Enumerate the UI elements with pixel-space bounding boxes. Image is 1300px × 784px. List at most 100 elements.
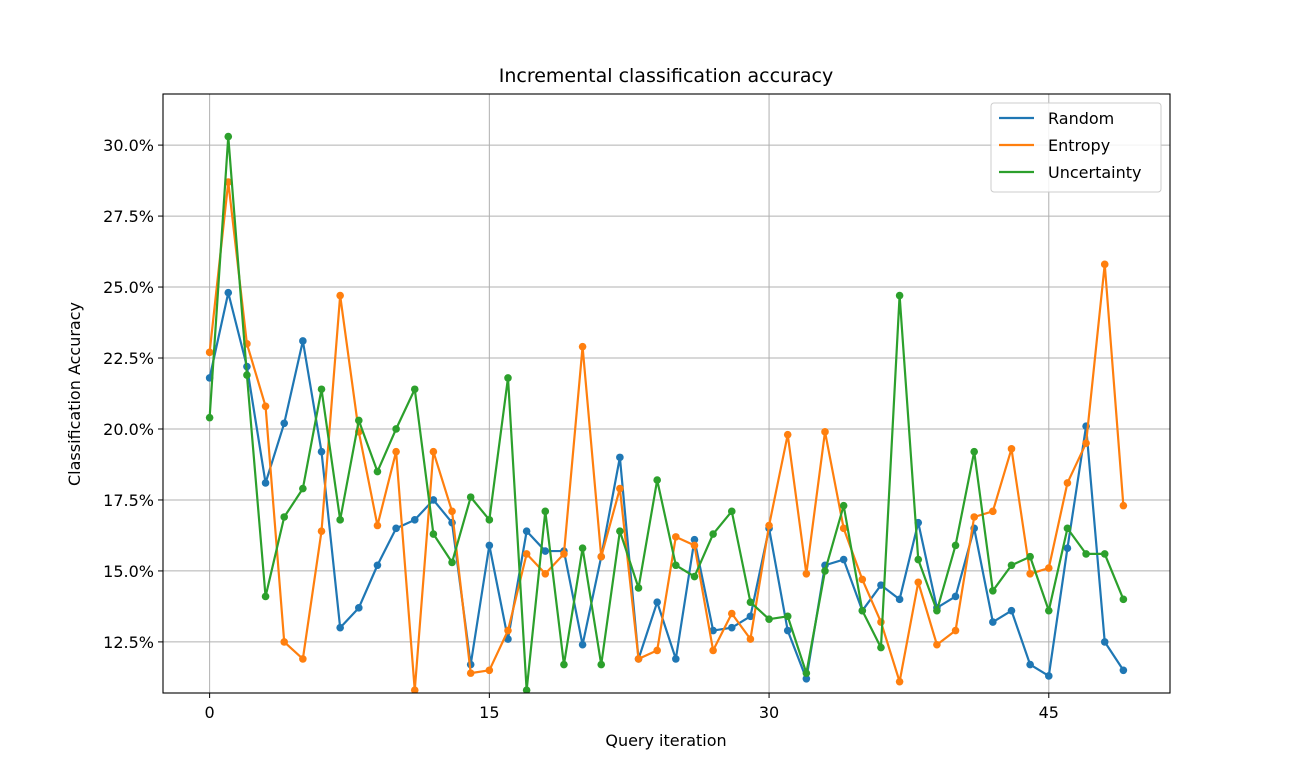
data-point-random-1 [224, 288, 233, 297]
data-point-random-3 [261, 479, 270, 487]
data-point-uncertainty-32 [802, 669, 811, 677]
data-point-uncertainty-18 [541, 507, 550, 516]
data-point-random-20 [578, 640, 587, 649]
data-point-uncertainty-7 [336, 516, 344, 524]
y-tick-label-5: 25.0% [103, 278, 154, 297]
data-point-entropy-40 [951, 626, 960, 635]
data-point-uncertainty-14 [466, 493, 475, 501]
data-point-uncertainty-13 [448, 558, 456, 567]
data-point-random-37 [895, 595, 904, 604]
data-point-uncertainty-15 [485, 516, 494, 524]
data-point-entropy-38 [914, 578, 923, 587]
data-point-entropy-44 [1026, 569, 1034, 578]
data-point-random-7 [336, 623, 344, 632]
data-point-random-15 [485, 541, 494, 550]
data-point-entropy-6 [317, 527, 326, 535]
chart-title: Incremental classification accuracy [499, 65, 834, 87]
data-point-entropy-32 [802, 569, 811, 578]
x-axis-label: Query iteration [605, 731, 726, 750]
data-point-entropy-15 [485, 666, 494, 675]
x-tick-label-3: 45 [1039, 703, 1059, 722]
data-point-entropy-11 [410, 686, 419, 693]
data-point-entropy-23 [634, 655, 643, 663]
data-point-entropy-21 [597, 552, 606, 561]
y-tick-label-4: 22.5% [103, 349, 154, 368]
data-point-entropy-27 [709, 646, 717, 655]
data-point-uncertainty-4 [280, 513, 289, 521]
data-point-entropy-45 [1044, 564, 1053, 572]
data-point-entropy-14 [466, 669, 475, 677]
data-point-uncertainty-43 [1007, 561, 1016, 570]
data-point-uncertainty-44 [1026, 552, 1034, 561]
data-point-uncertainty-20 [578, 544, 587, 553]
data-point-random-36 [877, 581, 885, 589]
data-point-uncertainty-10 [392, 425, 400, 433]
y-tick-label-2: 17.5% [103, 491, 154, 510]
data-point-entropy-34 [839, 524, 848, 533]
data-point-random-6 [317, 447, 326, 456]
data-point-random-24 [653, 598, 661, 606]
data-point-uncertainty-1 [224, 132, 233, 141]
data-point-uncertainty-19 [560, 660, 568, 669]
data-point-entropy-31 [783, 430, 792, 439]
grid [163, 94, 1170, 693]
data-point-uncertainty-49 [1119, 595, 1128, 604]
legend-label-uncertainty: Uncertainty [1048, 163, 1141, 182]
data-point-uncertainty-42 [989, 587, 997, 595]
data-point-random-8 [355, 604, 363, 612]
data-point-entropy-10 [392, 447, 400, 456]
data-point-random-40 [951, 592, 960, 601]
data-point-entropy-3 [261, 402, 270, 411]
data-point-random-22 [616, 453, 624, 462]
data-point-random-45 [1044, 672, 1053, 680]
data-point-entropy-18 [541, 569, 550, 578]
data-point-uncertainty-12 [429, 530, 438, 538]
data-point-entropy-30 [765, 521, 773, 530]
ticks: 0 15 30 45 12.5% 15.0% 17.5% 20.0% 22.5% 25.0% 27.… [103, 136, 1059, 722]
data-point-random-44 [1026, 660, 1034, 669]
data-point-uncertainty-0 [205, 413, 214, 422]
data-point-uncertainty-40 [951, 541, 960, 550]
data-point-entropy-24 [653, 646, 661, 655]
data-point-uncertainty-41 [970, 447, 978, 456]
data-point-random-46 [1063, 544, 1072, 553]
data-point-random-18 [541, 547, 550, 555]
data-point-uncertainty-11 [410, 385, 419, 394]
data-point-entropy-43 [1007, 445, 1016, 453]
data-point-entropy-37 [895, 677, 904, 686]
data-point-uncertainty-9 [373, 467, 382, 476]
data-point-random-29 [746, 612, 755, 621]
data-point-uncertainty-26 [690, 572, 699, 581]
data-point-uncertainty-45 [1044, 606, 1053, 615]
data-point-entropy-5 [299, 655, 307, 663]
data-point-uncertainty-8 [355, 416, 363, 425]
data-point-uncertainty-27 [709, 530, 717, 538]
data-point-entropy-12 [429, 447, 438, 456]
series-layer [205, 132, 1128, 693]
data-point-uncertainty-34 [839, 501, 848, 510]
series-uncertainty [205, 132, 1128, 693]
data-point-random-11 [410, 516, 419, 524]
data-point-entropy-4 [280, 638, 289, 646]
data-point-random-10 [392, 524, 400, 533]
data-point-entropy-46 [1063, 479, 1072, 487]
data-point-entropy-0 [205, 348, 214, 357]
data-point-random-28 [727, 623, 736, 632]
data-point-entropy-7 [336, 291, 344, 300]
legend-label-entropy: Entropy [1048, 136, 1110, 155]
data-point-uncertainty-17 [522, 686, 531, 693]
data-point-entropy-17 [522, 550, 531, 558]
y-tick-label-0: 12.5% [103, 633, 154, 652]
legend-label-random: Random [1048, 109, 1114, 128]
data-point-random-34 [839, 555, 848, 564]
data-point-entropy-9 [373, 521, 382, 530]
data-point-random-32 [802, 675, 811, 683]
data-point-entropy-16 [504, 626, 512, 635]
data-point-random-4 [280, 419, 289, 428]
data-point-entropy-48 [1100, 260, 1109, 269]
y-tick-label-7: 30.0% [103, 136, 154, 155]
data-point-uncertainty-33 [821, 567, 829, 575]
data-point-entropy-42 [989, 507, 997, 516]
data-point-uncertainty-35 [858, 606, 867, 615]
